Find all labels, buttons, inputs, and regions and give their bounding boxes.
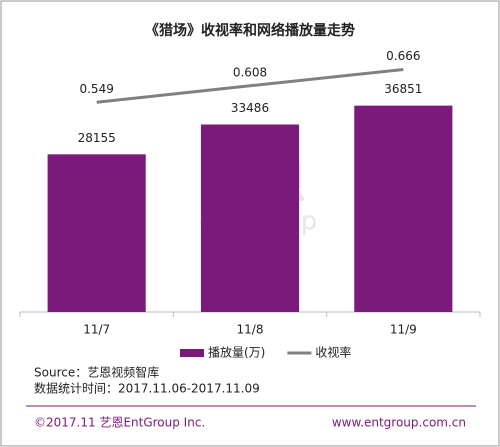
chart-title: 《猎场》收视率和网络播放量走势 <box>145 22 355 39</box>
bar-value-label: 33486 <box>231 101 269 115</box>
x-tick-label: 11/8 <box>237 323 264 337</box>
footer-right: www.entgroup.com.cn <box>332 416 466 430</box>
bar-value-label: 36851 <box>384 82 422 96</box>
line-value-label: 0.549 <box>79 82 113 96</box>
source: Source：艺恩视频智库 <box>34 365 159 380</box>
bar <box>354 105 453 312</box>
legend-label: 播放量(万) <box>208 345 265 360</box>
bar <box>200 124 300 313</box>
footer-left: ©2017.11 艺恩EntGroup Inc. <box>34 416 205 430</box>
x-tick-label: 11/7 <box>83 323 110 337</box>
x-tick-label: 11/9 <box>390 323 417 337</box>
bar-value-label: 28155 <box>78 131 116 145</box>
stat-time: 数据统计时间：2017.11.06-2017.11.09 <box>34 381 260 396</box>
legend-swatch <box>180 349 204 357</box>
legend-label: 收视率 <box>315 345 351 360</box>
line <box>96 68 404 104</box>
bar <box>47 154 146 312</box>
line-value-label: 0.666 <box>386 49 420 63</box>
line-value-label: 0.608 <box>233 65 267 79</box>
